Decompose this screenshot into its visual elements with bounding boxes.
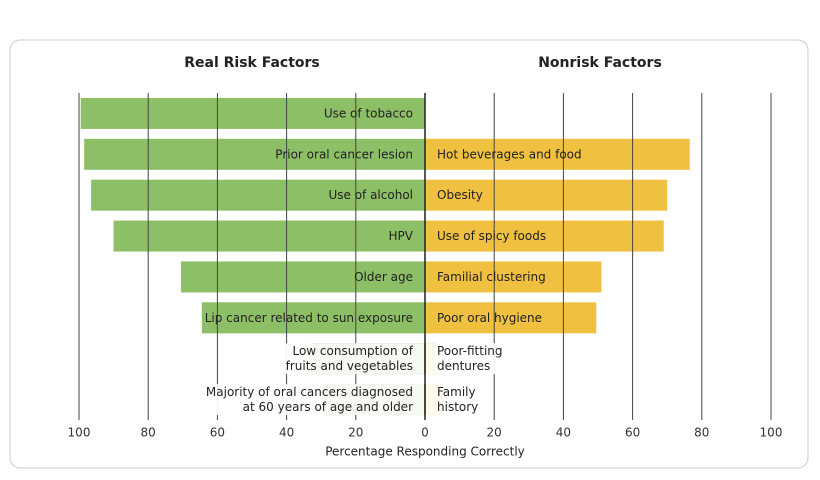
label-line: HPV [389, 229, 414, 243]
category-label-group: Poor oral hygiene [437, 310, 542, 324]
label-line: Lip cancer related to sun exposure [205, 310, 413, 324]
x-tick-label: 60 [625, 426, 640, 440]
label-line: Family [437, 385, 476, 399]
x-tick-label: 40 [279, 426, 294, 440]
label-line: Poor-fitting [437, 344, 503, 358]
x-tick-label: 40 [556, 426, 571, 440]
bar [181, 261, 425, 293]
x-tick-label: 20 [487, 426, 502, 440]
label-background [426, 384, 487, 416]
label-line: Use of alcohol [328, 188, 413, 202]
label-line: Older age [354, 269, 413, 283]
bar [80, 97, 425, 129]
bar [425, 179, 668, 211]
x-tick-label: 20 [348, 426, 363, 440]
category-label-group: Majority of oral cancers diagnosed at 60 … [199, 384, 424, 416]
x-tick-label: 100 [760, 426, 783, 440]
category-label: Low consumption of fruits and vegetables [286, 344, 414, 373]
right-title: Nonrisk Factors [538, 55, 662, 71]
category-label: Use of tobacco [324, 106, 413, 120]
x-tick-label: 100 [68, 426, 91, 440]
category-label: Older age [354, 269, 413, 283]
label-line: Obesity [437, 188, 483, 202]
category-label: Family history [437, 385, 478, 414]
category-label-group: Use of tobacco [324, 106, 413, 120]
category-label-group: Familial clustering [437, 269, 546, 283]
label-line: at 60 years of age and older [243, 400, 413, 414]
bar [425, 261, 602, 293]
category-label-group: Older age [354, 269, 413, 283]
label-line: Hot beverages and food [437, 147, 582, 161]
label-line: Low consumption of [292, 344, 413, 358]
bar [84, 138, 425, 170]
category-label-group: Obesity [437, 188, 483, 202]
label-line: Familial clustering [437, 269, 546, 283]
category-label: Lip cancer related to sun exposure [205, 310, 413, 324]
x-axis-label: Percentage Responding Correctly [325, 445, 525, 459]
label-background [426, 343, 511, 375]
category-label: Obesity [437, 188, 483, 202]
label-line: dentures [437, 359, 490, 373]
bar [91, 179, 426, 211]
category-label-group: Prior oral cancer lesion [275, 147, 413, 161]
label-line: Use of spicy foods [437, 229, 546, 243]
category-label-group: Family history [426, 384, 487, 416]
category-label: Majority of oral cancers diagnosed at 60 … [206, 385, 413, 414]
category-label: Prior oral cancer lesion [275, 147, 413, 161]
x-tick-label: 0 [421, 426, 429, 440]
label-line: history [437, 400, 478, 414]
bar [425, 220, 664, 252]
category-label-group: Use of spicy foods [437, 229, 546, 243]
category-label-group: Lip cancer related to sun exposure [205, 310, 413, 324]
category-label: HPV [389, 229, 414, 243]
category-label: Use of spicy foods [437, 229, 546, 243]
category-label-group: Hot beverages and food [437, 147, 582, 161]
x-tick-label: 60 [210, 426, 225, 440]
x-tick-label: 80 [141, 426, 156, 440]
category-label-group: Poor-fitting dentures [426, 343, 511, 375]
bar [425, 302, 597, 334]
label-background [279, 343, 424, 375]
category-label: Poor-fitting dentures [437, 344, 503, 373]
left-title: Real Risk Factors [184, 55, 320, 71]
bar [201, 302, 425, 334]
x-tick-label: 80 [694, 426, 709, 440]
label-line: Majority of oral cancers diagnosed [206, 385, 413, 399]
category-label-group: HPV [389, 229, 414, 243]
label-line: Use of tobacco [324, 106, 413, 120]
label-line: Poor oral hygiene [437, 310, 542, 324]
category-label: Hot beverages and food [437, 147, 582, 161]
label-line: fruits and vegetables [286, 359, 413, 373]
bar [425, 138, 690, 170]
label-line: Prior oral cancer lesion [275, 147, 413, 161]
category-label: Familial clustering [437, 269, 546, 283]
bar [113, 220, 425, 252]
category-label: Poor oral hygiene [437, 310, 542, 324]
category-label-group: Low consumption of fruits and vegetables [279, 343, 424, 375]
category-label-group: Use of alcohol [328, 188, 413, 202]
category-label: Use of alcohol [328, 188, 413, 202]
label-background [199, 384, 424, 416]
